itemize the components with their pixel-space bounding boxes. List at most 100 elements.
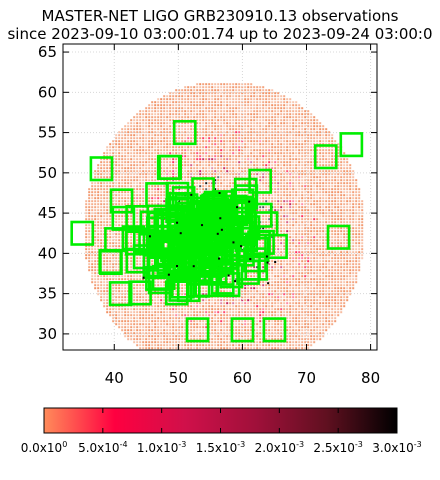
probability-cell [322, 227, 325, 230]
probability-cell [175, 98, 178, 101]
probability-cell [244, 116, 247, 119]
probability-cell [145, 125, 148, 128]
probability-cell [88, 200, 91, 203]
probability-cell [283, 173, 286, 176]
probability-cell [91, 272, 94, 275]
probability-cell [115, 140, 118, 143]
probability-cell [211, 119, 214, 122]
probability-cell [319, 164, 322, 167]
probability-cell [163, 191, 166, 194]
probability-cell [202, 137, 205, 140]
probability-cell [355, 221, 358, 224]
probability-cell [187, 146, 190, 149]
probability-cell [340, 197, 343, 200]
probability-cell [214, 119, 217, 122]
probability-cell [226, 83, 229, 86]
probability-cell [118, 176, 121, 179]
probability-cell [136, 236, 139, 239]
probability-cell [298, 188, 301, 191]
probability-cell [313, 122, 316, 125]
probability-cell [148, 167, 151, 170]
probability-cell [280, 188, 283, 191]
probability-cell [352, 233, 355, 236]
probability-cell [109, 242, 112, 245]
probability-cell [130, 122, 133, 125]
probability-cell [268, 221, 271, 224]
probability-cell [259, 209, 262, 212]
probability-cell [124, 164, 127, 167]
probability-cell [130, 170, 133, 173]
probability-cell [325, 194, 328, 197]
probability-cell [304, 140, 307, 143]
probability-cell [127, 251, 130, 254]
probability-cell [217, 146, 220, 149]
probability-cell [334, 239, 337, 242]
probability-cell [106, 149, 109, 152]
probability-cell [280, 134, 283, 137]
probability-cell [181, 107, 184, 110]
probability-cell [163, 200, 166, 203]
probability-cell [211, 104, 214, 107]
probability-cell [160, 149, 163, 152]
probability-cell [277, 110, 280, 113]
probability-cell [328, 206, 331, 209]
probability-cell [262, 239, 265, 242]
probability-cell [187, 98, 190, 101]
probability-cell [199, 155, 202, 158]
probability-cell [124, 185, 127, 188]
probability-cell [340, 236, 343, 239]
probability-cell [235, 95, 238, 98]
probability-cell [328, 194, 331, 197]
probability-cell [190, 89, 193, 92]
probability-cell [316, 233, 319, 236]
probability-cell [301, 242, 304, 245]
probability-cell [349, 191, 352, 194]
probability-cell [217, 170, 220, 173]
probability-cell [211, 134, 214, 137]
probability-cell [268, 200, 271, 203]
probability-cell [289, 242, 292, 245]
probability-cell [181, 188, 184, 191]
probability-cell [202, 89, 205, 92]
probability-cell [121, 176, 124, 179]
probability-cell [163, 119, 166, 122]
probability-cell [343, 209, 346, 212]
probability-cell [280, 212, 283, 215]
probability-cell [292, 167, 295, 170]
probability-cell [157, 122, 160, 125]
probability-cell [259, 134, 262, 137]
probability-cell [280, 176, 283, 179]
probability-cell [319, 260, 322, 263]
probability-cell [250, 266, 253, 269]
probability-cell [301, 119, 304, 122]
probability-cell [208, 155, 211, 158]
probability-cell [121, 191, 124, 194]
probability-cell [91, 182, 94, 185]
probability-cell [319, 155, 322, 158]
probability-cell [169, 104, 172, 107]
probability-cell [238, 104, 241, 107]
probability-cell [262, 158, 265, 161]
probability-cell [292, 143, 295, 146]
probability-cell [187, 152, 190, 155]
probability-cell [349, 203, 352, 206]
probability-cell [199, 92, 202, 95]
probability-cell [160, 170, 163, 173]
probability-cell [178, 131, 181, 134]
probability-cell [289, 164, 292, 167]
probability-cell [223, 86, 226, 89]
probability-cell [214, 110, 217, 113]
probability-cell [316, 194, 319, 197]
probability-cell [268, 125, 271, 128]
probability-cell [118, 242, 121, 245]
probability-cell [226, 152, 229, 155]
probability-cell [103, 260, 106, 263]
probability-cell [124, 134, 127, 137]
probability-cell [352, 227, 355, 230]
probability-cell [154, 131, 157, 134]
probability-cell [223, 134, 226, 137]
probability-cell [109, 266, 112, 269]
probability-cell [259, 119, 262, 122]
probability-cell [121, 197, 124, 200]
probability-cell [313, 257, 316, 260]
